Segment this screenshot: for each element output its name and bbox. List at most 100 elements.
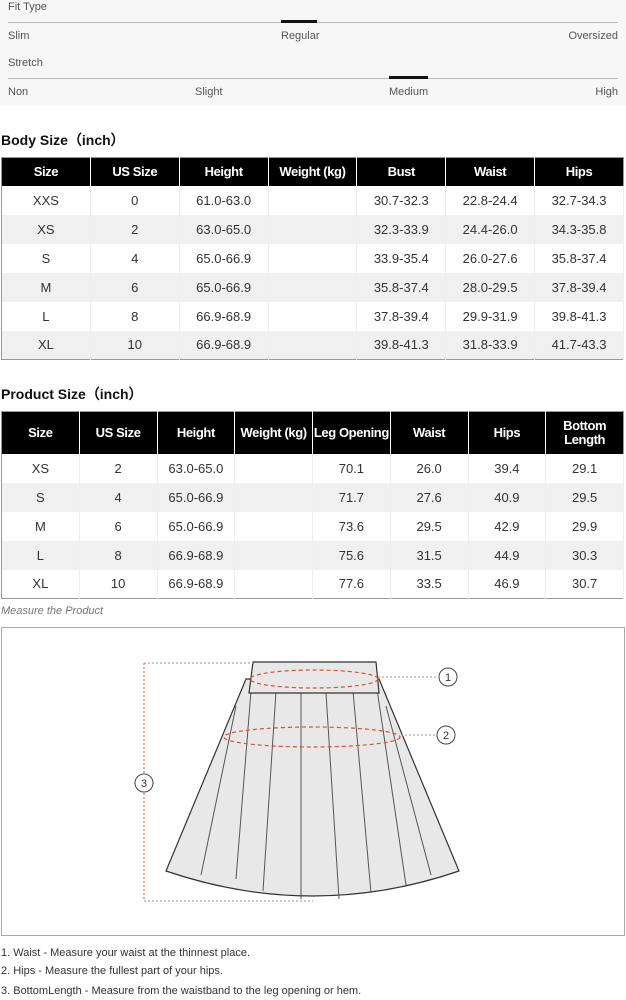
table-cell: 77.6: [312, 569, 391, 599]
fit-option-regular: Regular: [281, 30, 320, 42]
marker-1-label: 1: [445, 672, 451, 684]
table-cell: 26.0-27.6: [445, 243, 536, 273]
table-cell: 6: [90, 272, 180, 302]
table-cell: M: [1, 511, 80, 541]
table-cell: 29.9-31.9: [445, 301, 536, 331]
table-cell: 29.5: [545, 482, 624, 512]
table-cell: 65.0-66.9: [179, 243, 269, 273]
table-cell: [234, 511, 313, 541]
table-cell: 75.6: [312, 540, 391, 570]
measure-diagram: 1 2 3: [1, 627, 625, 936]
column-header: Leg Opening: [312, 411, 391, 454]
table-cell: [268, 214, 358, 244]
table-cell: 33.9-35.4: [356, 243, 447, 273]
column-header: Weight (kg): [268, 157, 358, 186]
column-header: Bottom Length: [545, 411, 624, 454]
table-cell: XL: [1, 330, 91, 360]
column-header: Size: [1, 157, 91, 186]
table-cell: 24.4-26.0: [445, 214, 536, 244]
table-cell: 66.9-68.9: [157, 540, 236, 570]
table-cell: L: [1, 540, 80, 570]
fit-type-label: Fit Type: [8, 1, 47, 13]
table-cell: 29.9: [545, 511, 624, 541]
fit-option-oversized: Oversized: [568, 30, 618, 42]
table-cell: 39.8-41.3: [534, 301, 624, 331]
table-cell: 31.8-33.9: [445, 330, 536, 360]
note-waist: 1. Waist - Measure your waist at the thi…: [1, 947, 251, 959]
table-cell: 71.7: [312, 482, 391, 512]
table-cell: 2: [90, 214, 180, 244]
table-cell: 34.3-35.8: [534, 214, 624, 244]
table-cell: 42.9: [468, 511, 547, 541]
table-cell: M: [1, 272, 91, 302]
table-cell: S: [1, 482, 80, 512]
table-cell: 65.0-66.9: [157, 511, 236, 541]
table-cell: 66.9-68.9: [179, 301, 269, 331]
table-cell: 31.5: [390, 540, 469, 570]
stretch-option-slight: Slight: [195, 86, 223, 98]
column-header: Waist: [445, 157, 536, 186]
column-header: US Size: [90, 157, 180, 186]
table-cell: 30.7-32.3: [356, 185, 447, 215]
fit-type-marker: [281, 20, 317, 23]
table-cell: [268, 243, 358, 273]
table-cell: XXS: [1, 185, 91, 215]
table-cell: [268, 185, 358, 215]
table-cell: 65.0-66.9: [179, 272, 269, 302]
table-cell: 35.8-37.4: [534, 243, 624, 273]
stretch-label: Stretch: [8, 57, 43, 69]
stretch-marker: [389, 76, 428, 79]
table-cell: 32.7-34.3: [534, 185, 624, 215]
table-cell: 63.0-65.0: [157, 453, 236, 483]
table-cell: [234, 540, 313, 570]
table-cell: L: [1, 301, 91, 331]
table-row: S 4 65.0-66.9 33.9-35.4 26.0-27.6 35.8-37.4: [1, 243, 624, 273]
table-cell: 22.8-24.4: [445, 185, 536, 215]
note-bottom-length: 3. BottomLength - Measure from the waist…: [1, 985, 362, 997]
table-cell: 40.9: [468, 482, 547, 512]
skirt-illustration: 1 2 3: [134, 661, 460, 902]
column-header: Height: [179, 157, 269, 186]
table-cell: 61.0-63.0: [179, 185, 269, 215]
product-size-table: Size US Size Height Weight (kg) Leg Opening W…: [1, 411, 624, 599]
table-cell: 26.0: [390, 453, 469, 483]
table-row: M 6 65.0-66.9 35.8-37.4 28.0-29.5 37.8-39.4: [1, 272, 624, 302]
table-cell: XS: [1, 214, 91, 244]
table-cell: 66.9-68.9: [157, 569, 236, 599]
column-header: Height: [157, 411, 236, 454]
column-header: Waist: [390, 411, 469, 454]
marker-3: [134, 773, 154, 793]
column-header: US Size: [79, 411, 158, 454]
table-cell: [234, 569, 313, 599]
table-cell: 30.7: [545, 569, 624, 599]
table-row: S 4 65.0-66.9 71.7 27.6 40.9 29.5: [1, 482, 624, 512]
fit-option-slim: Slim: [8, 30, 30, 42]
table-cell: 6: [79, 511, 158, 541]
table-cell: 32.3-33.9: [356, 214, 447, 244]
table-cell: 8: [79, 540, 158, 570]
measure-caption: Measure the Product: [1, 605, 104, 617]
column-header: Weight (kg): [234, 411, 313, 454]
column-header: Bust: [356, 157, 447, 186]
table-cell: 27.6: [390, 482, 469, 512]
stretch-option-non: Non: [8, 86, 29, 98]
table-row: L 8 66.9-68.9 37.8-39.4 29.9-31.9 39.8-41.3: [1, 301, 624, 331]
table-cell: 28.0-29.5: [445, 272, 536, 302]
stretch-option-high: High: [595, 86, 618, 98]
table-cell: 0: [90, 185, 180, 215]
column-header: Hips: [534, 157, 624, 186]
table-cell: [234, 453, 313, 483]
marker-1: [438, 667, 458, 687]
table-cell: [268, 330, 358, 360]
table-cell: 35.8-37.4: [356, 272, 447, 302]
table-cell: 39.8-41.3: [356, 330, 447, 360]
table-row: XL 10 66.9-68.9 77.6 33.5 46.9 30.7: [1, 569, 624, 599]
table-cell: 46.9: [468, 569, 547, 599]
table-cell: 4: [90, 243, 180, 273]
table-cell: 37.8-39.4: [534, 272, 624, 302]
product-size-title: Product Size（inch）: [1, 386, 143, 402]
table-row: XS 2 63.0-65.0 70.1 26.0 39.4 29.1: [1, 453, 624, 483]
body-size-table: Size US Size Height Weight (kg) Bust Waist Hip…: [1, 157, 624, 360]
table-cell: 73.6: [312, 511, 391, 541]
table-cell: 33.5: [390, 569, 469, 599]
